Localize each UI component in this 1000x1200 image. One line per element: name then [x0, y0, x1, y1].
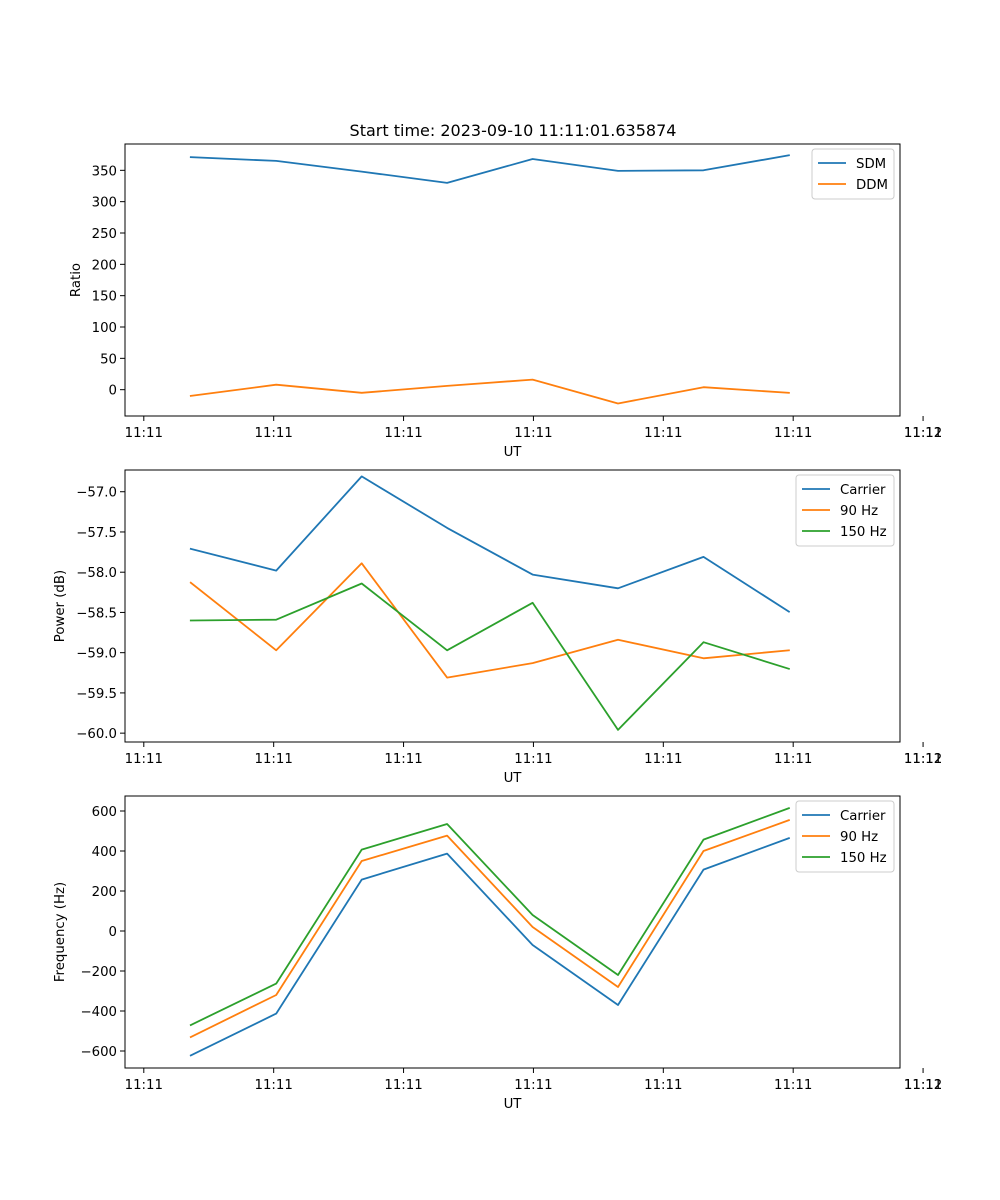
- y-tick-label: −400: [80, 1005, 117, 1020]
- series-line-150-hz: [189, 807, 791, 1027]
- y-tick-label: 0: [109, 925, 117, 940]
- x-tick-label: 11:11: [774, 426, 812, 441]
- x-tick-label: 11:11: [644, 752, 682, 767]
- x-tick-label: 11:12: [904, 752, 942, 767]
- x-tick-label: 11:11: [904, 426, 942, 441]
- y-tick-label: 300: [92, 196, 117, 211]
- chart-panel-1: 11:11 11:11 11:11 11:11 11:11 11:11 11:1111:12…: [69, 143, 942, 460]
- series-line-sdm: [189, 154, 790, 184]
- legend-label: SDM: [856, 157, 886, 172]
- x-tick-label: 11:11: [255, 426, 293, 441]
- legend-box: [795, 800, 895, 873]
- x-tick-label: 11:11: [384, 1078, 422, 1093]
- x-tick-label: 11:12: [904, 1078, 942, 1093]
- x-tick-label: 11:11: [384, 426, 422, 441]
- series-line-150-hz: [189, 582, 791, 731]
- x-axis-label: UT: [504, 445, 523, 460]
- chart-panels: 11:11 11:11 11:11 11:11 11:11 11:11 11:1111:12…: [53, 143, 942, 1112]
- y-tick-label: 200: [92, 885, 117, 900]
- x-tick-label: 11:11: [125, 1078, 163, 1093]
- y-tick-label: 600: [92, 805, 117, 820]
- y-tick-label: 200: [92, 258, 117, 273]
- plot-frame: [124, 469, 901, 743]
- legend-label: 150 Hz: [840, 525, 887, 540]
- x-tick-label: 11:11: [514, 426, 552, 441]
- y-axis-label: Frequency (Hz): [53, 882, 68, 982]
- x-axis-label: UT: [504, 771, 523, 786]
- x-tick-label: 11:11: [384, 752, 422, 767]
- chart-title: Start time: 2023-09-10 11:11:01.635874: [350, 121, 677, 140]
- x-tick-label: 11:11: [514, 1078, 552, 1093]
- legend-label: 90 Hz: [840, 504, 878, 519]
- y-tick-label: −58.5: [76, 606, 117, 621]
- x-tick-label: 11:11: [644, 1078, 682, 1093]
- legend-label: Carrier: [840, 809, 886, 824]
- x-tick-label: 11:11: [125, 426, 163, 441]
- x-tick-label: 11:11: [904, 752, 942, 767]
- plot-frame: [124, 143, 901, 417]
- y-tick-label: −600: [80, 1045, 117, 1060]
- x-tick-label: 11:11: [644, 426, 682, 441]
- series-line-90-hz: [189, 819, 791, 1039]
- y-tick-label: 150: [92, 290, 117, 305]
- y-tick-label: −59.0: [76, 647, 117, 662]
- x-tick-label: 11:11: [255, 1078, 293, 1093]
- legend-label: DDM: [856, 178, 888, 193]
- x-tick-label: 11:11: [774, 1078, 812, 1093]
- x-axis-label: UT: [504, 1097, 523, 1112]
- legend-label: Carrier: [840, 483, 886, 498]
- x-tick-label: 11:11: [514, 752, 552, 767]
- legend: Carrier 90 Hz 150 Hz: [795, 474, 895, 547]
- y-axis-label: Ratio: [69, 263, 84, 297]
- y-tick-label: 100: [92, 321, 117, 336]
- y-tick-label: 50: [100, 352, 117, 367]
- legend: SDM DDM: [811, 148, 895, 200]
- plot-frame: [124, 795, 901, 1069]
- legend: Carrier 90 Hz 150 Hz: [795, 800, 895, 873]
- y-tick-label: 350: [92, 164, 117, 179]
- x-tick-label: 11:11: [774, 752, 812, 767]
- series-line-carrier: [189, 475, 791, 613]
- y-tick-label: −58.0: [76, 566, 117, 581]
- series-line-ddm: [189, 378, 790, 405]
- y-axis-label: Power (dB): [53, 570, 68, 642]
- y-tick-label: 0: [109, 384, 117, 399]
- x-tick-label: 11:11: [904, 1078, 942, 1093]
- x-tick-label: 11:11: [125, 752, 163, 767]
- chart-panel-3: 11:11 11:11 11:11 11:11 11:11 11:11 11:1111:12…: [53, 795, 942, 1112]
- x-tick-label: 11:11: [255, 752, 293, 767]
- y-tick-label: −57.0: [76, 486, 117, 501]
- legend-box: [795, 474, 895, 547]
- series-line-carrier: [189, 837, 791, 1057]
- y-tick-label: −57.5: [76, 526, 117, 541]
- x-tick-label: 11:12: [904, 426, 942, 441]
- y-tick-label: 250: [92, 227, 117, 242]
- legend-label: 150 Hz: [840, 851, 887, 866]
- legend-box: [811, 148, 895, 200]
- y-tick-label: 400: [92, 845, 117, 860]
- y-tick-label: −60.0: [76, 727, 117, 742]
- legend-label: 90 Hz: [840, 830, 878, 845]
- y-tick-label: −200: [80, 965, 117, 980]
- series-line-90-hz: [189, 562, 790, 679]
- chart-panel-2: 11:11 11:11 11:11 11:11 11:11 11:11 11:1111:12…: [53, 469, 942, 786]
- y-tick-label: −59.5: [76, 687, 117, 702]
